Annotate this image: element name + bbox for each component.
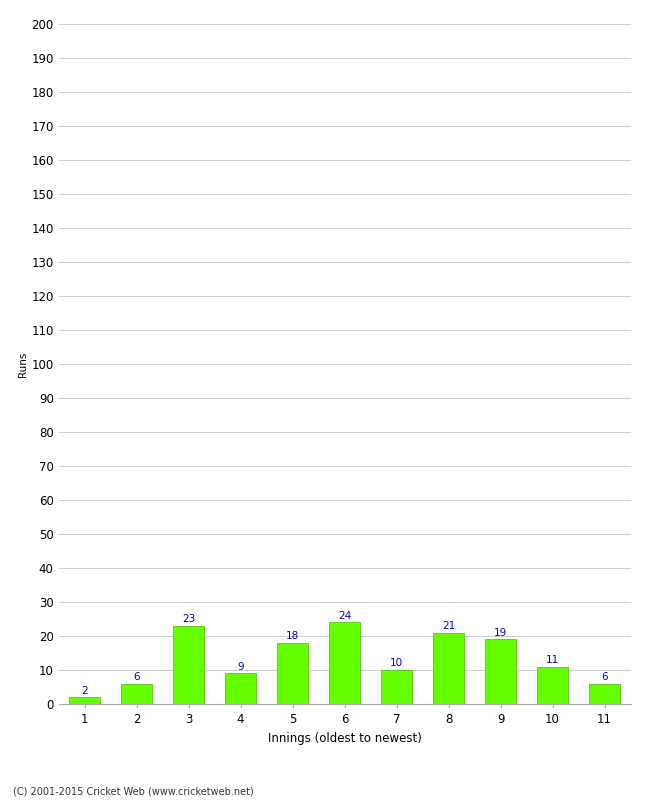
Bar (485, 639, 516, 704)
Text: 2: 2 (81, 686, 88, 695)
Bar (277, 643, 308, 704)
Text: 11: 11 (546, 655, 559, 665)
Bar (121, 683, 152, 704)
Text: 18: 18 (286, 631, 299, 641)
Text: 24: 24 (338, 610, 351, 621)
Y-axis label: Runs: Runs (18, 351, 29, 377)
Text: 6: 6 (133, 672, 140, 682)
Bar (537, 666, 568, 704)
Bar (69, 697, 100, 704)
Text: (C) 2001-2015 Cricket Web (www.cricketweb.net): (C) 2001-2015 Cricket Web (www.cricketwe… (13, 786, 254, 796)
Text: 6: 6 (601, 672, 608, 682)
Bar (589, 683, 620, 704)
Bar (433, 633, 464, 704)
Text: 21: 21 (442, 621, 455, 631)
X-axis label: Innings (oldest to newest): Innings (oldest to newest) (268, 731, 421, 745)
Text: 9: 9 (237, 662, 244, 672)
Text: 10: 10 (390, 658, 403, 668)
Bar (225, 674, 256, 704)
Text: 19: 19 (494, 628, 507, 638)
Bar (173, 626, 204, 704)
Bar (381, 670, 412, 704)
Text: 23: 23 (182, 614, 195, 624)
Bar (329, 622, 360, 704)
